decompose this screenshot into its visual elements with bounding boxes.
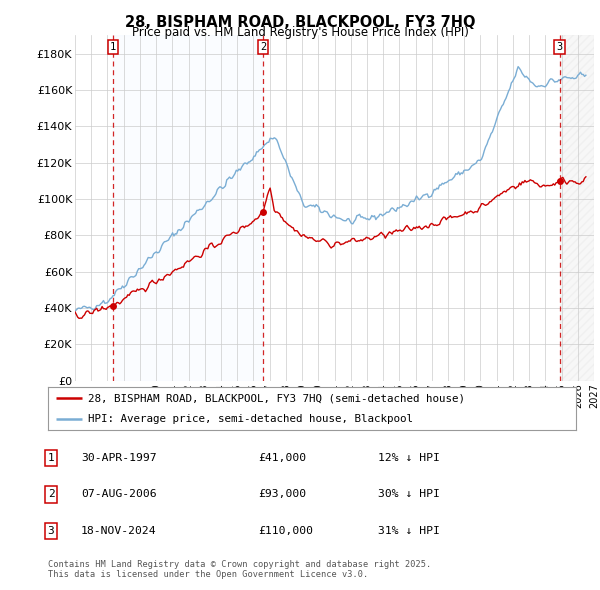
Text: 12% ↓ HPI: 12% ↓ HPI xyxy=(378,453,440,463)
Text: £41,000: £41,000 xyxy=(258,453,306,463)
Text: 30-APR-1997: 30-APR-1997 xyxy=(81,453,157,463)
Text: £93,000: £93,000 xyxy=(258,490,306,499)
Text: 28, BISPHAM ROAD, BLACKPOOL, FY3 7HQ (semi-detached house): 28, BISPHAM ROAD, BLACKPOOL, FY3 7HQ (se… xyxy=(88,393,464,403)
Text: Price paid vs. HM Land Registry's House Price Index (HPI): Price paid vs. HM Land Registry's House … xyxy=(131,26,469,39)
Text: HPI: Average price, semi-detached house, Blackpool: HPI: Average price, semi-detached house,… xyxy=(88,414,413,424)
Bar xyxy=(560,35,594,381)
Text: Contains HM Land Registry data © Crown copyright and database right 2025.
This d: Contains HM Land Registry data © Crown c… xyxy=(48,560,431,579)
Text: 28, BISPHAM ROAD, BLACKPOOL, FY3 7HQ: 28, BISPHAM ROAD, BLACKPOOL, FY3 7HQ xyxy=(125,15,475,30)
Text: 18-NOV-2024: 18-NOV-2024 xyxy=(81,526,157,536)
Text: 3: 3 xyxy=(47,526,55,536)
Text: 31% ↓ HPI: 31% ↓ HPI xyxy=(378,526,440,536)
Bar xyxy=(113,35,263,381)
Text: £110,000: £110,000 xyxy=(258,526,313,536)
Text: 1: 1 xyxy=(110,42,116,52)
Text: 07-AUG-2006: 07-AUG-2006 xyxy=(81,490,157,499)
Text: 3: 3 xyxy=(556,42,563,52)
Text: 1: 1 xyxy=(47,453,55,463)
Text: 2: 2 xyxy=(260,42,266,52)
Text: 2: 2 xyxy=(47,490,55,499)
Text: 30% ↓ HPI: 30% ↓ HPI xyxy=(378,490,440,499)
